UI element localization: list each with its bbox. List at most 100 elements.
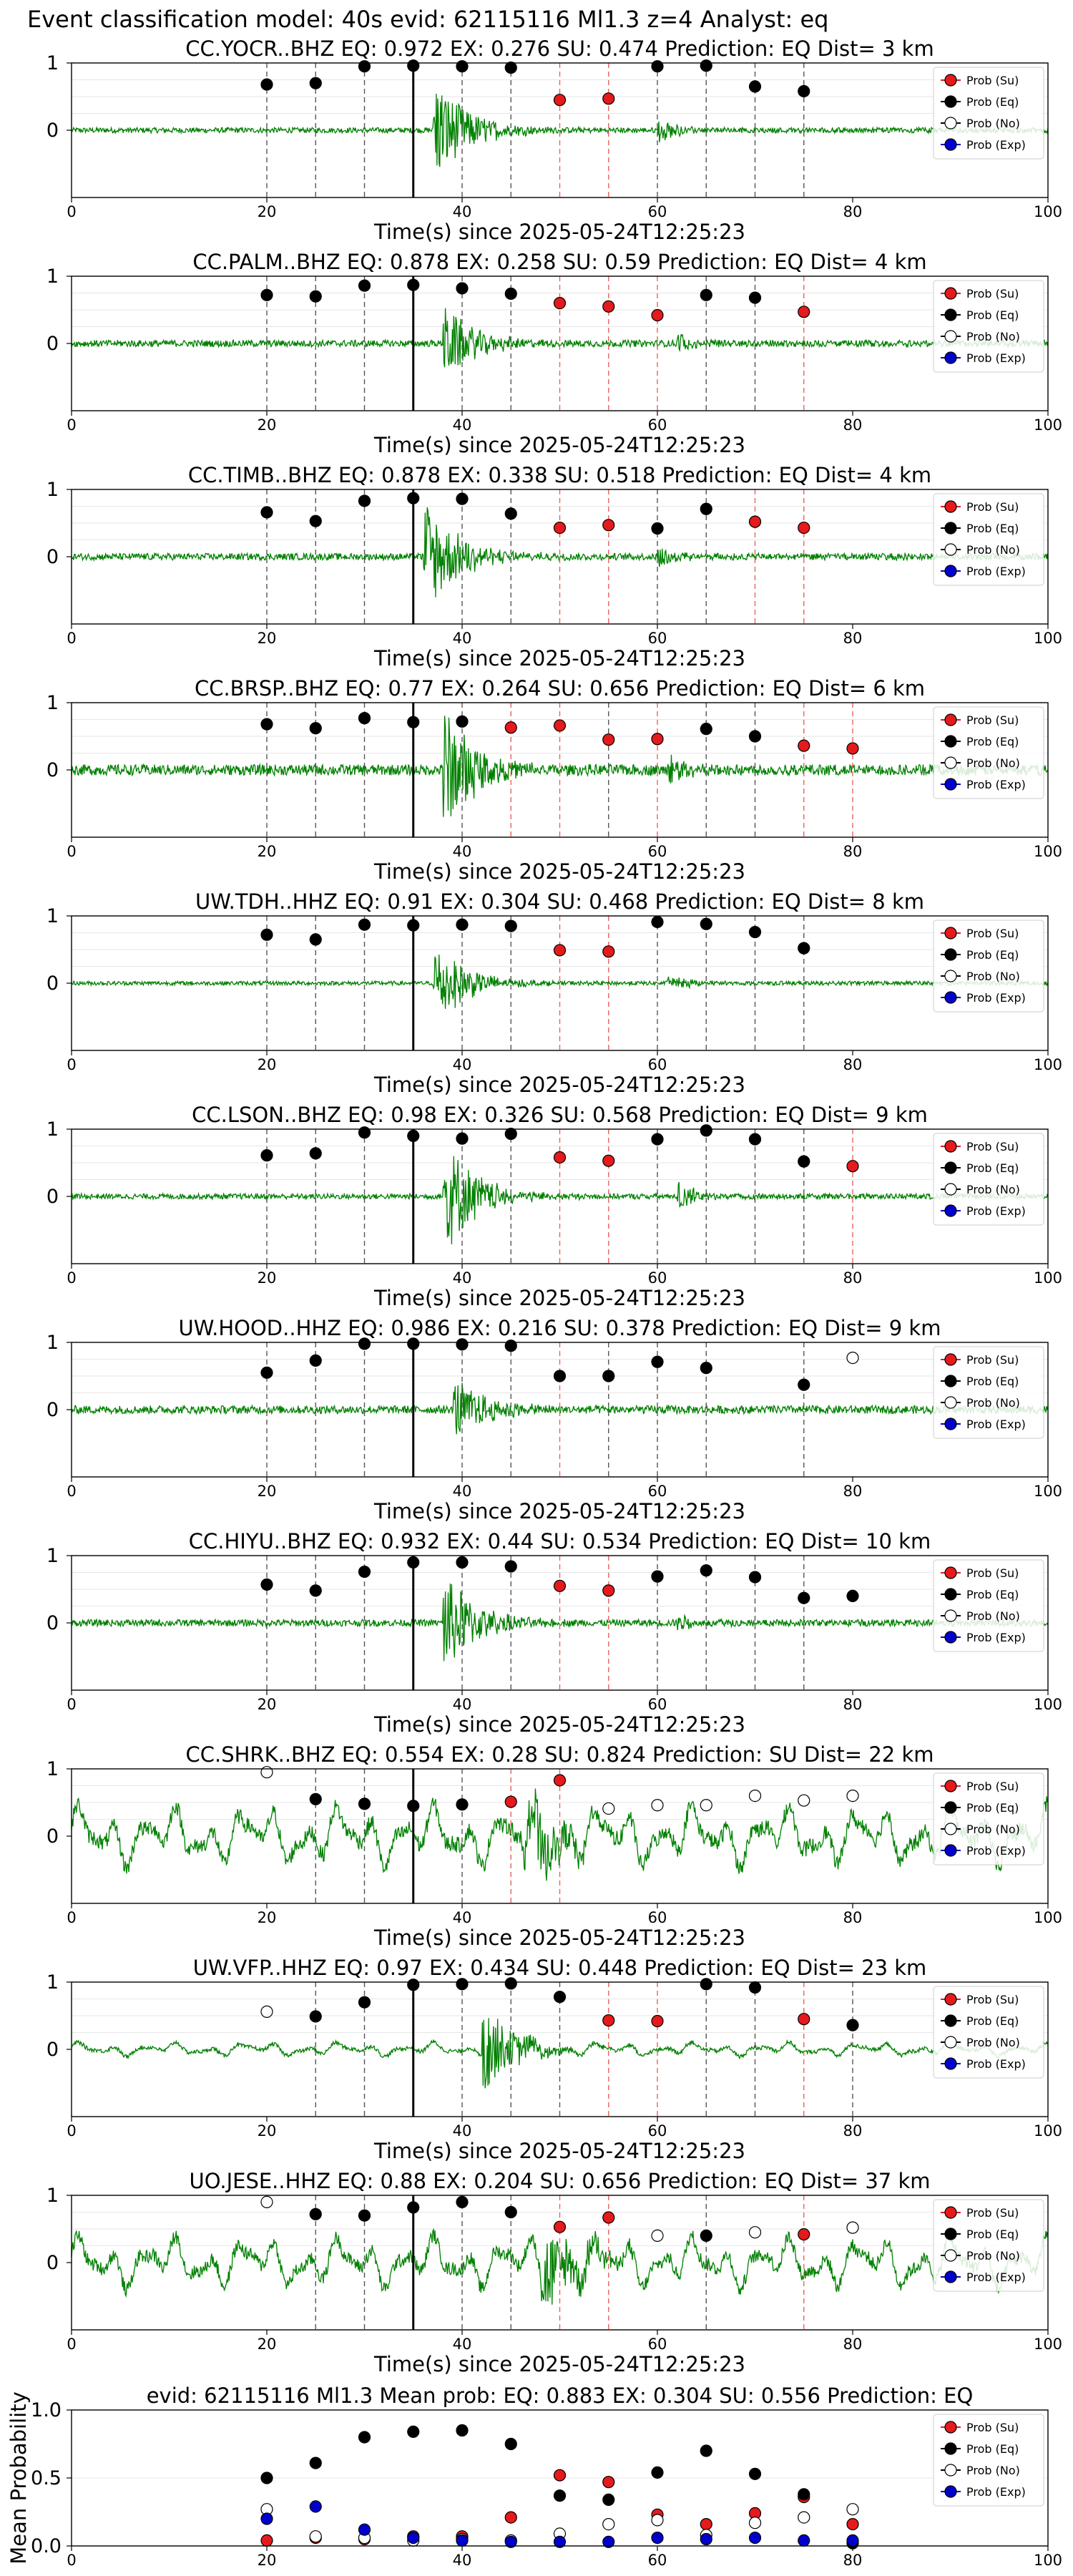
y-tick-label: 0 xyxy=(46,119,59,142)
prob-point-su xyxy=(602,733,615,746)
prob-point-eq xyxy=(456,1978,469,1991)
legend-label: Prob (Eq) xyxy=(966,2228,1019,2241)
x-tick-label: 20 xyxy=(258,2122,277,2140)
x-axis-label: Time(s) since 2025-05-24T12:25:23 xyxy=(373,1499,745,1523)
prob-point-eq xyxy=(407,1979,420,1991)
mean-point-eq xyxy=(700,2444,712,2457)
mean-point-exp xyxy=(798,2534,810,2547)
mean-point-exp xyxy=(602,2535,615,2548)
panel-title: CC.BRSP..BHZ EQ: 0.77 EX: 0.264 SU: 0.65… xyxy=(195,676,925,701)
legend-marker-no xyxy=(944,1823,957,1835)
prob-point-no xyxy=(700,1799,712,1812)
legend-box xyxy=(933,67,1044,160)
mean-point-exp xyxy=(651,2532,664,2545)
axes-frame xyxy=(71,62,1049,198)
axes-frame xyxy=(71,275,1049,411)
mean-point-exp xyxy=(700,2532,712,2546)
x-tick-label: 40 xyxy=(453,1909,472,1926)
panel-title: CC.YOCR..BHZ EQ: 0.972 EX: 0.276 SU: 0.4… xyxy=(185,36,934,61)
mean-point-eq xyxy=(260,2472,273,2484)
y-tick-label: 1 xyxy=(46,265,59,288)
panel-title: CC.TIMB..BHZ EQ: 0.878 EX: 0.338 SU: 0.5… xyxy=(188,463,931,487)
mean-point-eq xyxy=(748,2467,762,2480)
prob-point-eq xyxy=(309,1792,322,1805)
prob-point-no xyxy=(748,1790,762,1802)
mean-point-su xyxy=(700,2518,712,2531)
legend-box xyxy=(933,1346,1044,1439)
mean-point-eq xyxy=(358,2431,371,2444)
prob-point-eq xyxy=(309,77,322,89)
x-tick-label: 20 xyxy=(258,1696,277,1713)
prob-point-eq xyxy=(553,1370,567,1382)
prob-point-eq xyxy=(700,1124,712,1137)
legend-label: Prob (Su) xyxy=(966,1993,1019,2006)
prob-point-su xyxy=(748,515,762,528)
x-tick-label: 60 xyxy=(648,2552,667,2569)
legend-marker-eq xyxy=(944,1375,957,1387)
legend-marker-su xyxy=(944,2421,957,2434)
prob-point-no xyxy=(846,1352,859,1365)
mean-point-no xyxy=(602,2518,615,2531)
legend-marker-eq xyxy=(944,2228,957,2240)
prob-point-eq xyxy=(553,1991,567,2004)
y-tick-label: 0 xyxy=(46,546,59,568)
y-tick-label: 1 xyxy=(46,1758,59,1780)
legend-label: Prob (Exp) xyxy=(966,565,1026,578)
prob-point-su xyxy=(553,2220,567,2233)
x-tick-label: 80 xyxy=(843,1483,863,1500)
mean-point-exp xyxy=(358,2523,371,2536)
x-tick-label: 60 xyxy=(648,843,667,860)
legend-marker-no xyxy=(944,970,957,982)
panel-title: UW.HOOD..HHZ EQ: 0.986 EX: 0.216 SU: 0.3… xyxy=(179,1316,941,1340)
panel-5: CC.LSON..BHZ EQ: 0.98 EX: 0.326 SU: 0.56… xyxy=(46,1103,1062,1310)
panel-4: UW.TDH..HHZ EQ: 0.91 EX: 0.304 SU: 0.468… xyxy=(46,889,1062,1097)
x-tick-label: 0 xyxy=(67,2122,76,2140)
prob-point-eq xyxy=(700,288,712,301)
panel-10: UO.JESE..HHZ EQ: 0.88 EX: 0.204 SU: 0.65… xyxy=(46,2169,1062,2376)
x-tick-label: 40 xyxy=(453,2552,472,2569)
legend-label: Prob (No) xyxy=(966,2249,1020,2263)
legend-marker-su xyxy=(944,2206,957,2219)
legend-label: Prob (Exp) xyxy=(966,778,1026,791)
prob-point-eq xyxy=(407,59,420,72)
mean-point-eq xyxy=(651,2466,664,2479)
legend-label: Prob (Eq) xyxy=(966,2442,1019,2456)
legend-label: Prob (Eq) xyxy=(966,948,1019,962)
legend-label: Prob (No) xyxy=(966,970,1020,983)
x-tick-label: 40 xyxy=(453,203,472,220)
prob-point-eq xyxy=(456,1798,469,1811)
x-tick-label: 100 xyxy=(1034,2552,1062,2569)
mean-point-no xyxy=(846,2503,859,2516)
prob-point-eq xyxy=(651,60,664,73)
legend-box xyxy=(933,1559,1044,1652)
prob-point-eq xyxy=(456,715,469,728)
y-tick-label: 0 xyxy=(46,1186,59,1208)
x-tick-label: 0 xyxy=(67,2552,76,2569)
mean-point-no xyxy=(748,2517,762,2529)
y-tick-label: 0 xyxy=(46,1825,59,1848)
prob-point-eq xyxy=(260,718,273,731)
legend-marker-exp xyxy=(944,2057,957,2070)
panel-title: CC.HIYU..BHZ EQ: 0.932 EX: 0.44 SU: 0.53… xyxy=(189,1529,931,1553)
legend-label: Prob (Eq) xyxy=(966,1588,1019,1601)
legend-label: Prob (No) xyxy=(966,756,1020,770)
prob-point-eq xyxy=(602,1370,615,1382)
legend-marker-no xyxy=(944,1183,957,1196)
prob-point-eq xyxy=(504,2205,517,2219)
legend-label: Prob (Eq) xyxy=(966,522,1019,535)
prob-point-eq xyxy=(700,1564,712,1577)
legend-marker-su xyxy=(944,1353,957,1366)
prob-point-su xyxy=(602,92,615,105)
prob-point-no xyxy=(846,1790,859,1802)
x-axis-label: Time(s) since 2025-05-24T12:25:23 xyxy=(373,1286,745,1310)
legend-label: Prob (Eq) xyxy=(966,2014,1019,2028)
legend-marker-no xyxy=(944,2464,957,2477)
legend-marker-su xyxy=(944,74,957,87)
prob-point-eq xyxy=(700,59,712,72)
waveform-trace xyxy=(71,308,1049,368)
mean-point-exp xyxy=(456,2534,469,2547)
prob-point-eq xyxy=(798,942,810,955)
prob-point-no xyxy=(748,2226,762,2239)
x-tick-label: 0 xyxy=(67,630,76,647)
